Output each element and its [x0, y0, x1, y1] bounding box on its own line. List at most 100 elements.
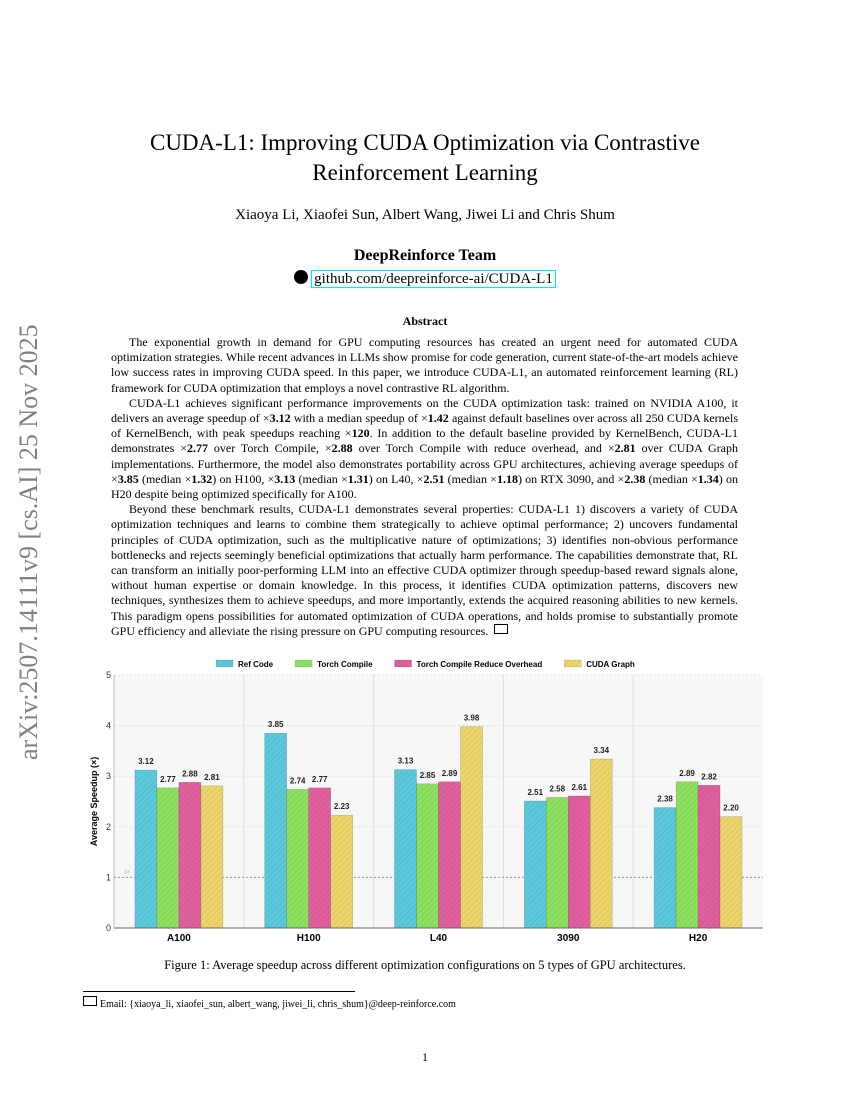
bar-value-label: 3.98 [464, 714, 480, 723]
bold-figure: 1.32 [191, 471, 213, 486]
bold-figure: 3.13 [274, 471, 296, 486]
bar [438, 781, 461, 929]
text-segment: over CUDA Graph implementations. Further… [111, 441, 738, 486]
reference-line-label: 1× [124, 869, 130, 875]
bold-figure: 2.88 [331, 441, 353, 456]
authors: Xiaoya Li, Xiaofei Sun, Albert Wang, Jiw… [235, 207, 615, 223]
text-segment: ) on H100, × [212, 471, 275, 486]
title-line-1: CUDA-L1: Improving CUDA Optimization via… [149, 130, 701, 155]
bar-value-label: 2.20 [723, 804, 739, 813]
bar [460, 726, 483, 929]
bar-value-label: 3.13 [398, 757, 414, 766]
bar-value-label: 2.74 [290, 776, 306, 785]
bar [200, 785, 224, 929]
text-segment: over Torch Compile, × [208, 441, 332, 456]
bold-figure: 2.81 [614, 441, 636, 456]
bar [308, 787, 331, 929]
bar [134, 769, 158, 929]
bar [416, 783, 439, 929]
y-tick-label: 0 [106, 923, 111, 933]
bar-value-label: 2.89 [679, 769, 695, 778]
bold-figure: 1.42 [427, 411, 449, 426]
bar [567, 795, 591, 929]
bar-value-label: 2.82 [701, 772, 717, 781]
bar-value-label: 2.51 [528, 788, 544, 797]
bar [394, 769, 417, 929]
title-line-2: Reinforcement Learning [312, 160, 538, 185]
bold-figure: 3.12 [269, 411, 291, 426]
envelope-icon [83, 996, 97, 1006]
text-segment: (median × [295, 471, 348, 486]
text-segment: (median × [444, 471, 497, 486]
paper-title: CUDA-L1: Improving CUDA Optimization via… [0, 128, 850, 188]
bar-value-label: 2.77 [160, 775, 176, 784]
bar-value-label: 2.89 [442, 769, 458, 778]
abstract-paragraph: The exponential growth in demand for GPU… [111, 335, 738, 396]
bold-figure: 1.34 [697, 471, 719, 486]
abstract-body: The exponential growth in demand for GPU… [111, 335, 738, 639]
bar [178, 781, 202, 929]
y-tick-label: 3 [106, 771, 111, 781]
text-segment: ) on L40, × [368, 471, 424, 486]
text-segment: with a median speedup of × [290, 411, 428, 426]
speedup-bar-chart: 0 1 2 3 4 5 1× 3.12 2.77 2.88 2.81 A100 3.85 2.74 2.77… [89, 659, 763, 944]
bold-figure: 2.38 [624, 471, 646, 486]
text-segment: CUDA-L1 achieves significant performance… [111, 395, 738, 426]
x-tick-label: A100 [167, 933, 191, 944]
bar [653, 807, 677, 929]
abstract-heading: Abstract [402, 314, 448, 328]
bar-value-label: 2.81 [204, 773, 220, 782]
bold-figure: 2.77 [187, 441, 208, 456]
footnote-text: Email: {xiaoya_li, xiaofei_sun, albert_w… [100, 999, 456, 1010]
bar [545, 797, 569, 929]
bar-value-label: 2.77 [312, 775, 328, 784]
bar-value-label: 2.23 [334, 802, 350, 811]
bar-value-label: 3.12 [138, 757, 154, 766]
bar-value-label: 3.34 [594, 746, 610, 755]
text-segment: Beyond these benchmark results, CUDA-L1 … [111, 502, 738, 638]
legend-swatch [294, 659, 313, 668]
footnote-rule [83, 991, 355, 992]
repo-line: github.com/deepreinforce-ai/CUDA-L1 [0, 270, 850, 288]
text-segment: (median × [138, 471, 192, 486]
footnote: Email: {xiaoya_li, xiaofei_sun, albert_w… [83, 996, 456, 1010]
github-icon [294, 270, 309, 284]
legend: Ref Code Torch Compile Torch Compile Reduc… [215, 659, 635, 669]
x-tick-label: 3090 [557, 933, 580, 944]
bar-value-label: 2.85 [420, 771, 436, 780]
legend-label: Torch Compile [317, 660, 373, 669]
text-segment: ) on H20 despite being optimized specifi… [111, 471, 738, 502]
x-tick-label: H20 [689, 933, 708, 944]
bold-figure: 1.31 [347, 471, 369, 486]
bar-value-label: 3.85 [268, 720, 284, 729]
bold-figure: 2.51 [423, 471, 445, 486]
abstract-paragraph: CUDA-L1 achieves significant performance… [111, 396, 738, 502]
page-number: 1 [422, 1050, 428, 1064]
bar-value-label: 2.38 [657, 795, 673, 804]
repo-link[interactable]: github.com/deepreinforce-ai/CUDA-L1 [311, 270, 556, 288]
x-tick-label: H100 [297, 933, 321, 944]
text-segment: over Torch Compile with reduce overhead,… [352, 441, 615, 456]
bar [330, 814, 353, 929]
legend-swatch [563, 659, 582, 668]
text-segment: . In addition to the default baseline pr… [111, 426, 738, 456]
bar [264, 732, 287, 929]
bold-figure: 3.85 [117, 471, 139, 486]
bar [697, 785, 721, 929]
text-segment: against default baselines over across al… [111, 411, 738, 441]
y-axis-label: Average Speedup (×) [89, 757, 99, 846]
y-tick-label: 2 [106, 822, 111, 832]
bar [156, 787, 180, 929]
bar-value-label: 2.58 [550, 784, 566, 793]
text-segment: The exponential growth in demand for GPU… [111, 335, 738, 395]
legend-label: CUDA Graph [586, 660, 635, 669]
figure-caption: Figure 1: Average speedup across differe… [164, 958, 686, 972]
legend-swatch [394, 659, 412, 668]
x-tick-label: L40 [430, 933, 448, 944]
arxiv-stamp: arXiv:2507.14111v9 [cs.AI] 25 Nov 2025 [14, 324, 43, 760]
legend-label: Torch Compile Reduce Overhead [417, 660, 543, 669]
bar-value-label: 2.88 [182, 769, 198, 778]
y-tick-label: 4 [106, 721, 111, 731]
bar [523, 800, 547, 929]
bar [589, 758, 613, 929]
